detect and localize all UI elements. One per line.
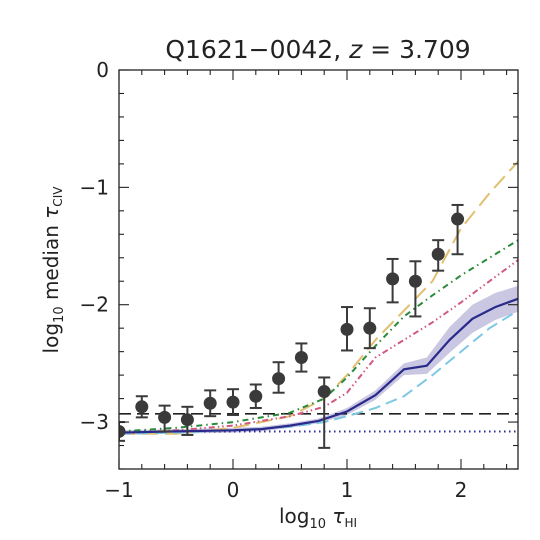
data-point [158,410,172,424]
data-point [317,385,331,399]
plot-frame [118,69,519,470]
x-tick-label: 2 [455,478,468,502]
chart-title-z: z [348,35,363,64]
chart-title-text: Q1621−0042, [165,35,349,64]
series-0-line [119,160,518,435]
axes: −1 0 1 2 −3 −2 −1 0 [80,58,519,502]
y-tick-label: 0 [96,58,109,82]
y-tick-label: −1 [80,175,109,199]
series-4-band [119,285,518,435]
y-tick-label: −3 [80,410,109,434]
data-point [340,322,354,336]
data-point [386,272,400,286]
chart-title: Q1621−0042, z = 3.709 [165,35,470,64]
chart-title-value: = 3.709 [362,35,470,64]
data-point [408,274,422,288]
data-point [431,247,445,261]
series-3-line [119,309,518,435]
data-point [203,396,217,410]
y-axis-title: log10 median τCIV [39,186,67,354]
series-2-line [119,259,518,435]
data-point [249,389,263,403]
plot-area [119,160,518,449]
x-axis-title: log10 τHI [279,504,357,532]
series-4-line [119,297,518,434]
x-tick-label: 1 [341,478,354,502]
x-tick-label: 0 [227,478,240,502]
y-tick-label: −2 [80,293,109,317]
data-point [272,372,286,386]
x-tick-label: −1 [104,478,133,502]
data-point [363,321,377,335]
data-point [135,400,149,414]
data-point [226,395,240,409]
data-point [119,424,126,438]
data-point [451,212,465,226]
data-point [294,351,308,365]
data-point [180,413,194,427]
